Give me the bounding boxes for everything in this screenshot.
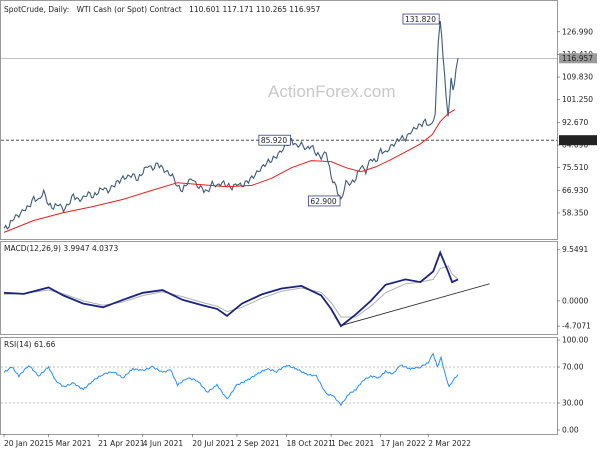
macd-plot: 9.5491 0.0000 -4.7071 [3, 245, 591, 331]
macd-tick-label-2: -4.7071 [562, 322, 591, 331]
price-tick-label-8: 58.350 [562, 208, 588, 217]
annotation-label-2: 62.900 [310, 197, 336, 206]
price-series-line [3, 20, 459, 230]
price-tick-label-3: 101.250 [562, 95, 593, 104]
moving-average-line [3, 109, 456, 233]
symbol-name: SpotCrude, Daily: [4, 5, 69, 14]
macd-signal-line [3, 265, 459, 318]
x-tick-label-0: 20 Jan 2021 [4, 439, 49, 448]
x-tick-label-1: 5 Mar 2021 [49, 439, 92, 448]
current-price-label: 116.957 [562, 54, 593, 63]
x-tick-label-6: 18 Oct 2021 [287, 439, 334, 448]
rsi-line [3, 352, 459, 407]
x-tick-label-3: 4 Jun 2021 [143, 439, 184, 448]
level-tag-label: 85.920 [562, 136, 588, 145]
x-tick-label-7: 1 Dec 2021 [331, 439, 374, 448]
price-tick-label-0: 126.990 [562, 27, 593, 36]
macd-trendline [340, 283, 490, 326]
price-tick-label-4: 92.670 [562, 118, 588, 127]
macd-panel-frame [0, 241, 558, 335]
rsi-panel-frame [0, 337, 558, 435]
symbol-label: SpotCrude, Daily: WTI Cash (or Spot) Con… [4, 5, 321, 14]
x-tick-label-4: 20 Jul 2021 [192, 439, 235, 448]
annotation-box-1 [258, 134, 291, 146]
rsi-tick-label-3: 0.00 [562, 426, 579, 435]
annotation-box-2 [308, 195, 341, 207]
annotation-label-0: 131.820 [405, 15, 436, 24]
rsi-indicator-label: RSI(14) 61.66 [4, 340, 56, 349]
rsi-tick-label-2: 30.00 [562, 399, 584, 408]
macd-line [3, 250, 459, 328]
ohlc-readout: 110.601 117.171 110.265 116.957 [189, 5, 320, 14]
price-panel-frame [0, 0, 558, 240]
annotation-box-0 [402, 13, 440, 25]
annotation-label-1: 85.920 [261, 136, 287, 145]
macd-tick-label-0: 9.5491 [562, 245, 588, 254]
watermark: ActionForex.com [268, 82, 396, 101]
symbol-description: WTI Cash (or Spot) Contract [77, 5, 182, 14]
price-plot: 131.82085.92062.900126.990118.410109.830… [1, 13, 597, 233]
x-tick-label-2: 21 Apr 2021 [98, 439, 145, 448]
macd-tick-label-1: 0.0000 [562, 296, 588, 305]
x-tick-label-5: 2 Sep 2021 [237, 439, 280, 448]
rsi-tick-label-0: 100.00 [562, 336, 588, 345]
level-tag [559, 135, 597, 146]
price-tick-label-7: 66.930 [562, 186, 588, 195]
price-tick-label-6: 75.510 [562, 163, 588, 172]
macd-indicator-label: MACD(12,26,9) 3.9947 4.0373 [4, 244, 118, 253]
x-tick-label-9: 2 Mar 2022 [428, 439, 471, 448]
rsi-tick-label-1: 70.00 [562, 363, 584, 372]
x-tick-label-8: 17 Jan 2022 [381, 439, 426, 448]
price-tick-label-2: 109.830 [562, 73, 593, 82]
rsi-plot: 100.00 70.00 30.00 0.00 [1, 336, 588, 435]
current-price-tag [559, 53, 597, 64]
